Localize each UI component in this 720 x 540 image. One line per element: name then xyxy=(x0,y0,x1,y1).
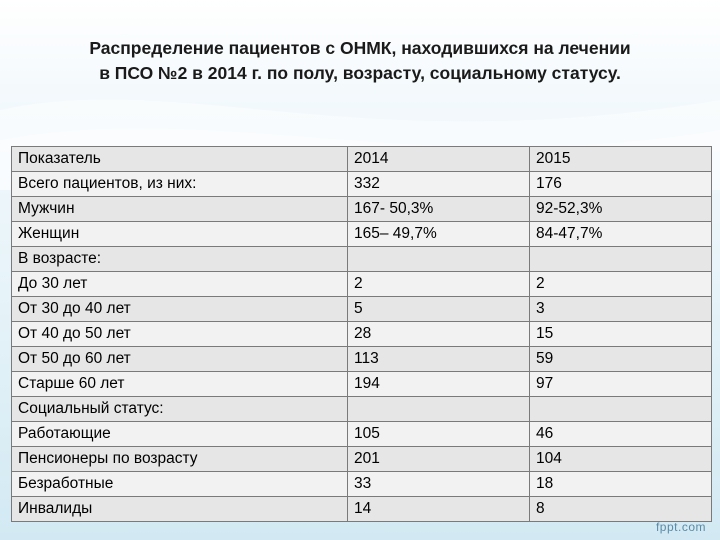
value-2014 xyxy=(347,396,530,422)
value-2015: 59 xyxy=(529,346,712,372)
value-2015 xyxy=(529,246,712,272)
value-2015: 2015 xyxy=(529,146,712,172)
row-label: Пенсионеры по возрасту xyxy=(11,446,348,472)
value-2014 xyxy=(347,246,530,272)
value-2014: 5 xyxy=(347,296,530,322)
table-row: От 50 до 60 лет 113 59 xyxy=(11,346,712,372)
value-2015: 15 xyxy=(529,321,712,347)
value-2014: 33 xyxy=(347,471,530,497)
value-2015: 97 xyxy=(529,371,712,397)
row-label: Старше 60 лет xyxy=(11,371,348,397)
table-row: Социальный статус: xyxy=(11,396,712,422)
row-label: Всего пациентов, из них: xyxy=(11,171,348,197)
brand-watermark: fppt.com xyxy=(655,520,706,534)
patients-table: Показатель 2014 2015 Всего пациентов, из н… xyxy=(11,146,712,522)
table-row: Мужчин 167- 50,3% 92-52,3% xyxy=(11,196,712,222)
table-row: От 40 до 50 лет 28 15 xyxy=(11,321,712,347)
table-row: Пенсионеры по возрасту 201 104 xyxy=(11,446,712,472)
row-label: От 50 до 60 лет xyxy=(11,346,348,372)
row-label: Безработные xyxy=(11,471,348,497)
value-2015 xyxy=(529,396,712,422)
row-label: В возрасте: xyxy=(11,246,348,272)
table-row: Инвалиды 14 8 xyxy=(11,496,712,522)
value-2015: 18 xyxy=(529,471,712,497)
title-line-1: Распределение пациентов с ОНМК, находивш… xyxy=(89,38,631,58)
table-row: Безработные 33 18 xyxy=(11,471,712,497)
table-row: От 30 до 40 лет 5 3 xyxy=(11,296,712,322)
value-2015: 8 xyxy=(529,496,712,522)
value-2014: 113 xyxy=(347,346,530,372)
table-row: Женщин 165– 49,7% 84-47,7% xyxy=(11,221,712,247)
value-2014: 332 xyxy=(347,171,530,197)
value-2015: 46 xyxy=(529,421,712,447)
value-2015: 3 xyxy=(529,296,712,322)
row-label: Показатель xyxy=(11,146,348,172)
value-2015: 84-47,7% xyxy=(529,221,712,247)
title-line-2: в ПСО №2 в 2014 г. по полу, возрасту, со… xyxy=(99,63,621,83)
table-row: До 30 лет 2 2 xyxy=(11,271,712,297)
value-2014: 201 xyxy=(347,446,530,472)
value-2014: 2014 xyxy=(347,146,530,172)
value-2014: 14 xyxy=(347,496,530,522)
table-row: Всего пациентов, из них: 332 176 xyxy=(11,171,712,197)
value-2015: 104 xyxy=(529,446,712,472)
table-row: Работающие 105 46 xyxy=(11,421,712,447)
value-2015: 176 xyxy=(529,171,712,197)
value-2014: 165– 49,7% xyxy=(347,221,530,247)
table-row: В возрасте: xyxy=(11,246,712,272)
value-2015: 2 xyxy=(529,271,712,297)
row-label: От 30 до 40 лет xyxy=(11,296,348,322)
value-2015: 92-52,3% xyxy=(529,196,712,222)
row-label: Работающие xyxy=(11,421,348,447)
value-2014: 2 xyxy=(347,271,530,297)
value-2014: 105 xyxy=(347,421,530,447)
row-label: Женщин xyxy=(11,221,348,247)
row-label: До 30 лет xyxy=(11,271,348,297)
row-label: Мужчин xyxy=(11,196,348,222)
value-2014: 194 xyxy=(347,371,530,397)
row-label: От 40 до 50 лет xyxy=(11,321,348,347)
table-row: Старше 60 лет 194 97 xyxy=(11,371,712,397)
value-2014: 167- 50,3% xyxy=(347,196,530,222)
value-2014: 28 xyxy=(347,321,530,347)
slide-title: Распределение пациентов с ОНМК, находивш… xyxy=(20,36,700,86)
row-label: Социальный статус: xyxy=(11,396,348,422)
row-label: Инвалиды xyxy=(11,496,348,522)
table-row: Показатель 2014 2015 xyxy=(11,146,712,172)
